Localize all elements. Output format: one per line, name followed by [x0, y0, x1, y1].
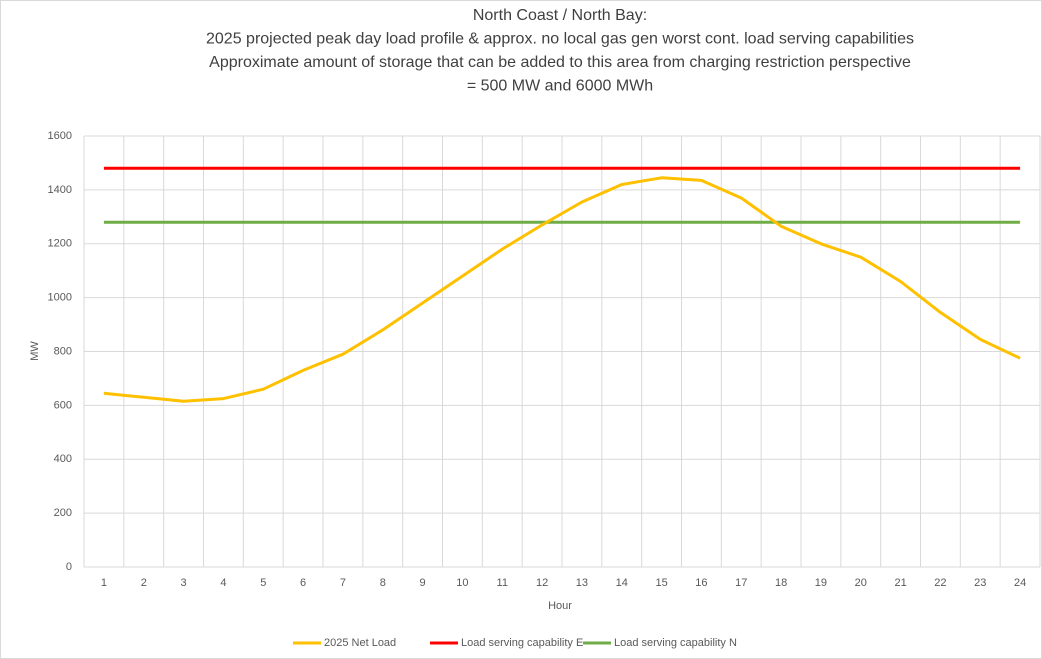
x-tick-label: 18	[775, 577, 787, 589]
y-tick-label: 1000	[48, 292, 72, 304]
x-tick-label: 6	[300, 577, 306, 589]
y-tick-label: 600	[54, 399, 72, 411]
x-tick-label: 8	[380, 577, 386, 589]
y-tick-label: 800	[54, 345, 72, 357]
y-tick-label: 0	[66, 561, 72, 573]
x-tick-label: 16	[695, 577, 707, 589]
x-tick-label: 24	[1014, 577, 1026, 589]
x-tick-label: 1	[101, 577, 107, 589]
x-tick-label: 13	[576, 577, 588, 589]
x-tick-label: 23	[974, 577, 986, 589]
x-tick-label: 3	[181, 577, 187, 589]
y-tick-label: 1600	[48, 130, 72, 142]
x-axis-label: Hour	[548, 600, 572, 612]
x-tick-label: 12	[536, 577, 548, 589]
x-tick-label: 11	[497, 577, 508, 589]
x-tick-label: 14	[616, 577, 628, 589]
x-tick-label: 17	[735, 577, 747, 589]
y-tick-label: 1200	[48, 238, 72, 250]
x-tick-label: 4	[220, 577, 226, 589]
x-tick-label: 9	[420, 577, 426, 589]
chart-title: 2025 projected peak day load profile & a…	[206, 31, 914, 48]
y-tick-label: 1400	[48, 184, 72, 196]
x-tick-label: 7	[340, 577, 346, 589]
legend-label: Load serving capability E	[461, 637, 583, 649]
chart-title: North Coast / North Bay:	[473, 7, 647, 24]
legend-label: Load serving capability N	[614, 637, 737, 649]
x-tick-label: 15	[655, 577, 667, 589]
x-tick-label: 21	[894, 577, 906, 589]
x-tick-label: 19	[815, 577, 827, 589]
x-tick-label: 10	[456, 577, 468, 589]
chart-title: = 500 MW and 6000 MWh	[467, 78, 653, 95]
legend-label: 2025 Net Load	[324, 637, 396, 649]
series-line	[103, 176, 1021, 403]
x-tick-label: 5	[260, 577, 266, 589]
x-tick-label: 20	[855, 577, 867, 589]
chart-title: Approximate amount of storage that can b…	[209, 54, 911, 71]
y-tick-label: 400	[54, 453, 72, 465]
x-tick-label: 2	[141, 577, 147, 589]
y-axis-label: MW	[29, 341, 41, 361]
x-tick-label: 22	[934, 577, 946, 589]
y-tick-label: 200	[54, 507, 72, 519]
